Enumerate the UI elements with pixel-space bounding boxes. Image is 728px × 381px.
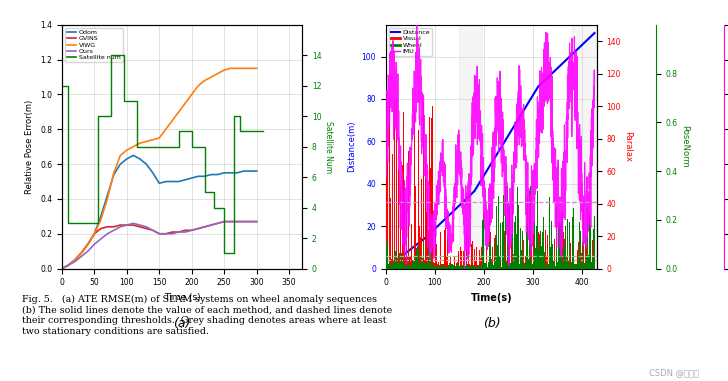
Text: (b): (b): [483, 317, 500, 330]
Text: (a): (a): [173, 317, 191, 330]
Y-axis label: Distance(m): Distance(m): [347, 121, 356, 173]
Y-axis label: PoseNorm: PoseNorm: [680, 125, 689, 168]
Y-axis label: Satellite Num: Satellite Num: [323, 121, 333, 173]
X-axis label: Time(s): Time(s): [470, 293, 513, 303]
Legend: Distance, Visual, Wheel, IMU: Distance, Visual, Wheel, IMU: [389, 28, 432, 56]
Bar: [572, 25, 597, 269]
Y-axis label: Relative Pose Error(m): Relative Pose Error(m): [25, 99, 34, 194]
Bar: [386, 25, 398, 269]
Text: CSDN @独狐西: CSDN @独狐西: [649, 368, 699, 377]
Bar: [459, 25, 482, 269]
Y-axis label: Paralax: Paralax: [623, 131, 633, 162]
X-axis label: Time (s): Time (s): [164, 293, 200, 302]
Text: Fig. 5.   (a) ATE RMSE(m) of SLAM systems on wheel anomaly sequences
(b) The sol: Fig. 5. (a) ATE RMSE(m) of SLAM systems …: [22, 295, 392, 336]
Legend: Odom, GVINS, VIWG, Ours, Satellite num: Odom, GVINS, VIWG, Ours, Satellite num: [65, 28, 122, 62]
